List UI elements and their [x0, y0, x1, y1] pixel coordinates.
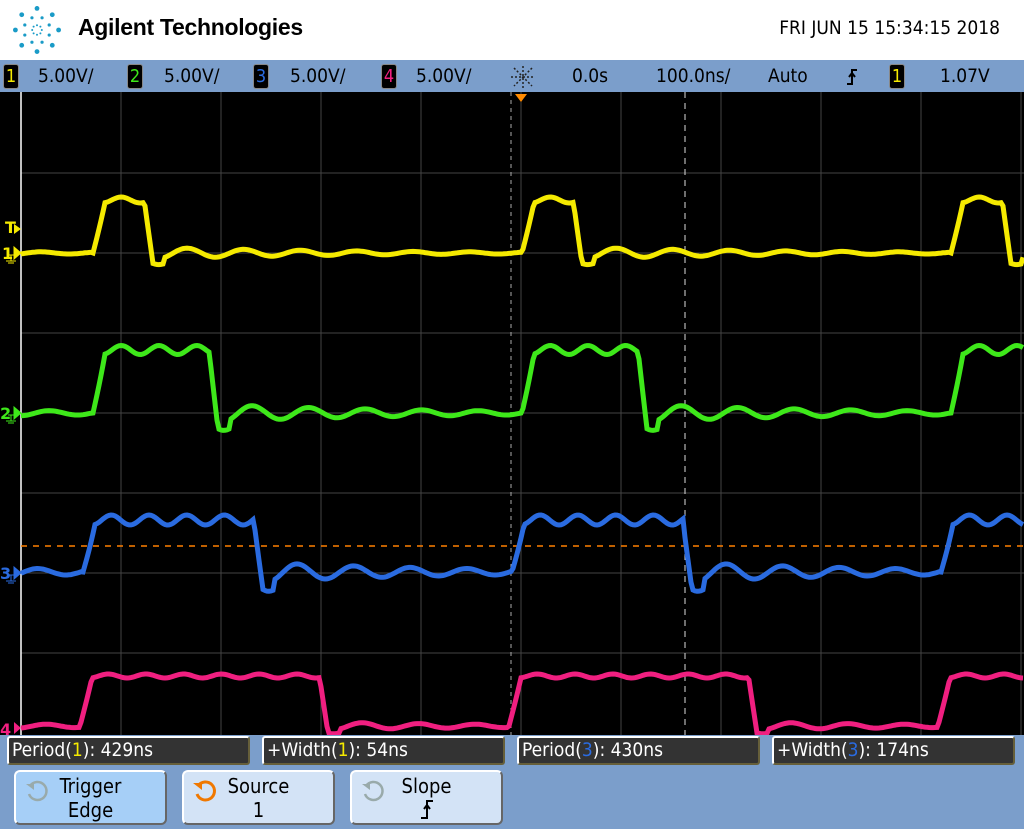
acquisition-spark-icon — [511, 66, 535, 88]
channel-1-badge[interactable]: 1 — [3, 64, 19, 89]
measurement-period-3[interactable]: Period(3): 430ns — [517, 736, 760, 765]
rising-edge-icon — [847, 69, 857, 85]
channel-2-scale[interactable]: 5.00V/ — [164, 65, 220, 87]
trigger-position-marker — [515, 94, 527, 102]
rising-edge-icon — [420, 800, 433, 819]
status-bar: 1 5.00V/ 2 5.00V/ 3 5.00V/ 4 5.00V/ 0.0s… — [0, 60, 1024, 92]
trigger-level-marker[interactable]: T — [5, 218, 16, 237]
channel-ref: 1 — [337, 739, 349, 761]
channel-2-trace — [20, 342, 1024, 433]
channel-ref: 3 — [847, 739, 859, 761]
channel-ref: 3 — [581, 739, 593, 761]
trigger-level[interactable]: 1.07V — [940, 65, 990, 87]
timebase[interactable]: 100.0ns/ — [656, 65, 731, 87]
trigger-type-softkey[interactable]: Trigger Edge — [14, 770, 167, 825]
knob-active-icon — [193, 780, 216, 802]
measurement-width-1[interactable]: +Width(1): 54ns — [262, 736, 505, 765]
channel-3-trace — [20, 512, 1024, 594]
channel-4-scale[interactable]: 5.00V/ — [416, 65, 472, 87]
ground-marker-4[interactable]: 4 — [0, 720, 11, 735]
header: Agilent Technologies FRI JUN 15 15:34:15… — [0, 0, 1024, 60]
knob-icon — [362, 780, 384, 802]
agilent-logo-icon — [13, 6, 61, 54]
channel-2-badge[interactable]: 2 — [127, 64, 143, 89]
channel-1-scale[interactable]: 5.00V/ — [38, 65, 94, 87]
trigger-mode[interactable]: Auto — [768, 65, 808, 87]
horizontal-delay[interactable]: 0.0s — [572, 65, 609, 87]
brand-title: Agilent Technologies — [78, 14, 303, 40]
channel-1-trace — [20, 194, 1024, 268]
ground-marker-1[interactable]: 1 — [2, 244, 13, 263]
trigger-slope-softkey[interactable]: Slope — [350, 770, 503, 825]
channel-3-badge[interactable]: 3 — [253, 64, 269, 89]
channel-4-trace — [20, 671, 1024, 735]
trigger-source-softkey[interactable]: Source 1 — [182, 770, 335, 825]
channel-3-scale[interactable]: 5.00V/ — [290, 65, 346, 87]
channel-ref: 1 — [71, 739, 83, 761]
waveform-display[interactable]: T 1 2 3 4 — [0, 92, 1024, 735]
knob-icon — [26, 780, 48, 802]
measurement-width-3[interactable]: +Width(3): 174ns — [772, 736, 1015, 765]
datetime: FRI JUN 15 15:34:15 2018 — [779, 17, 1000, 39]
trigger-source-badge[interactable]: 1 — [889, 64, 905, 89]
channel-4-badge[interactable]: 4 — [381, 64, 397, 89]
ground-marker-2[interactable]: 2 — [0, 404, 11, 423]
ground-marker-3[interactable]: 3 — [0, 564, 11, 583]
measurement-period-1[interactable]: Period(1): 429ns — [7, 736, 250, 765]
